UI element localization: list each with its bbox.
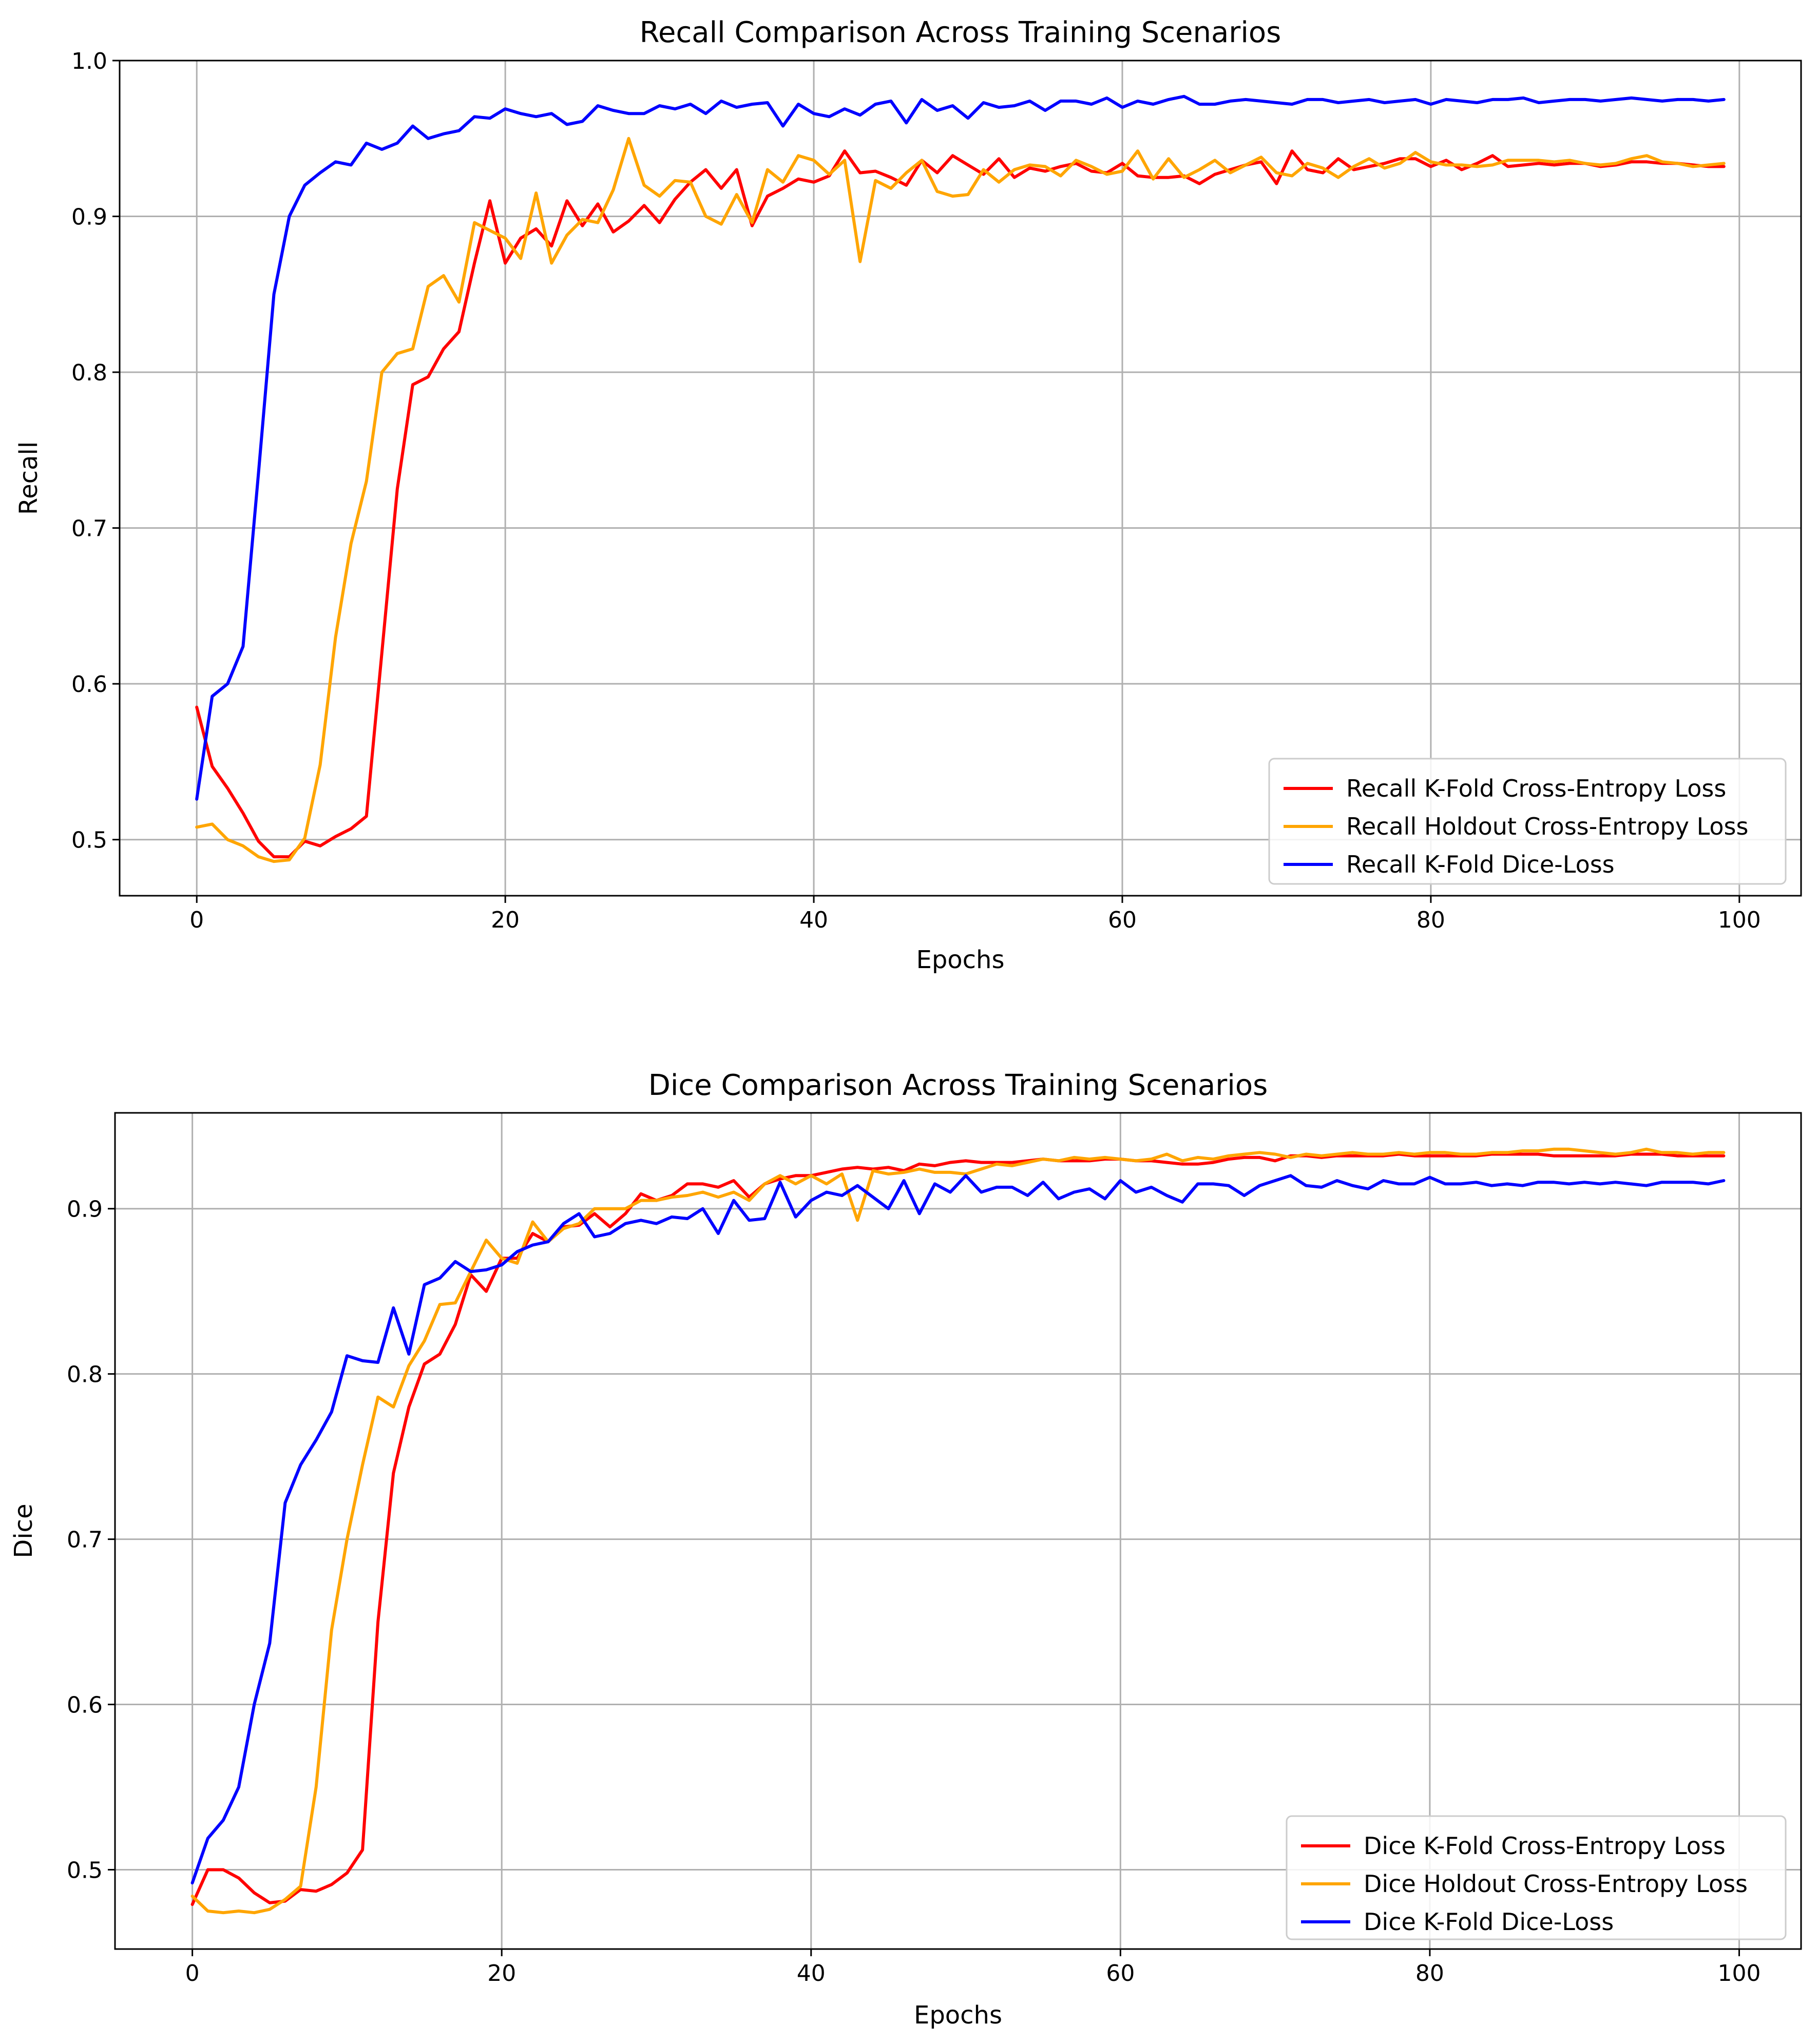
y-axis: 0.5 0.6 0.7 0.8 0.9	[67, 1197, 115, 1883]
y-tick-label: 1.0	[71, 48, 107, 74]
legend-label-3: Recall K-Fold Dice-Loss	[1346, 851, 1615, 878]
series-line-3	[195, 94, 1726, 801]
grid	[115, 1113, 1801, 1949]
x-tick-label: 100	[1717, 1960, 1760, 1987]
y-tick-label: 0.5	[67, 1857, 103, 1883]
legend: Dice K-Fold Cross-Entropy Loss Dice Holdo…	[1286, 1815, 1787, 1940]
legend-label-2: Dice Holdout Cross-Entropy Loss	[1364, 1870, 1748, 1898]
legend: Recall K-Fold Cross-Entropy Loss Recall H…	[1268, 758, 1787, 885]
legend-box	[1286, 1815, 1787, 1940]
y-axis-label: Dice	[9, 1503, 38, 1558]
x-axis-label: Epochs	[916, 946, 1005, 974]
x-tick-label: 0	[189, 907, 204, 933]
y-tick-label: 0.7	[67, 1527, 103, 1553]
x-tick-label: 0	[185, 1960, 200, 1987]
y-axis: 0.5 0.6 0.7 0.8 0.9 1.0	[71, 48, 120, 854]
dice-chart: 0 20 40 60 80 100 0.5 0.6 0.7 0.8 0.9 Dice Comparis…	[9, 1069, 1802, 2030]
x-tick-label: 80	[1415, 1960, 1444, 1987]
x-axis-label: Epochs	[914, 2001, 1002, 2030]
series-line-1	[195, 149, 1726, 859]
plot-frame	[119, 60, 1802, 897]
x-tick-label: 20	[491, 907, 520, 933]
x-tick-label: 40	[799, 907, 828, 933]
plot-frame	[114, 1112, 1802, 1950]
x-tick-label: 100	[1718, 907, 1761, 933]
series-line-1	[190, 1152, 1726, 1906]
x-tick-label: 80	[1417, 907, 1445, 933]
y-tick-label: 0.6	[67, 1692, 103, 1719]
x-tick-label: 40	[797, 1960, 826, 1987]
series-lines	[190, 1147, 1726, 1915]
legend-label-3: Dice K-Fold Dice-Loss	[1364, 1908, 1614, 1936]
x-axis: 0 20 40 60 80 100	[189, 896, 1761, 933]
y-tick-label: 0.7	[71, 516, 107, 542]
y-tick-label: 0.6	[71, 671, 107, 698]
y-tick-label: 0.8	[71, 360, 107, 386]
recall-chart: 0 20 40 60 80 100 0.5 0.6 0.7 0.8 0.9 1.0 Recall Com…	[14, 16, 1802, 974]
series-lines	[195, 94, 1726, 863]
legend-box	[1268, 758, 1787, 885]
chart-title: Dice Comparison Across Training Scenario…	[648, 1069, 1268, 1102]
y-tick-label: 0.9	[71, 204, 107, 230]
legend-label-2: Recall Holdout Cross-Entropy Loss	[1346, 813, 1748, 840]
x-axis: 0 20 40 60 80 100	[185, 1949, 1760, 1987]
x-tick-label: 60	[1106, 1960, 1135, 1987]
y-tick-label: 0.9	[67, 1197, 103, 1223]
chart-title: Recall Comparison Across Training Scenar…	[640, 16, 1281, 49]
legend-label-1: Dice K-Fold Cross-Entropy Loss	[1364, 1832, 1726, 1860]
x-tick-label: 20	[487, 1960, 516, 1987]
y-axis-label: Recall	[14, 441, 43, 515]
legend-label-1: Recall K-Fold Cross-Entropy Loss	[1346, 775, 1726, 802]
series-line-3	[190, 1174, 1726, 1885]
series-line-2	[195, 137, 1726, 863]
series-line-2	[190, 1147, 1726, 1915]
y-tick-label: 0.5	[71, 827, 107, 854]
y-tick-label: 0.8	[67, 1362, 103, 1388]
x-tick-label: 60	[1108, 907, 1137, 933]
